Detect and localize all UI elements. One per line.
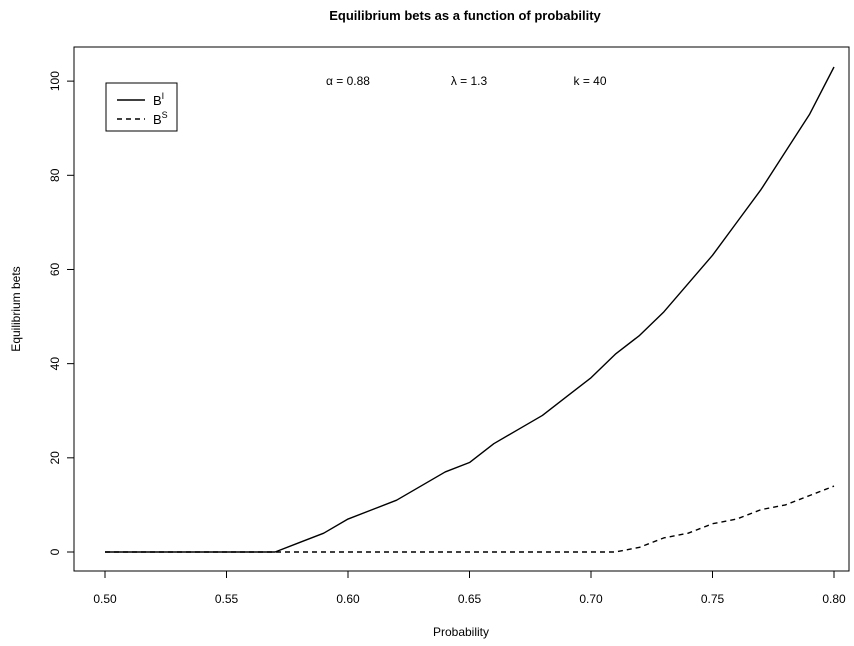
x-tick-label: 0.60 — [336, 592, 360, 606]
alpha-annotation: α = 0.88 — [326, 74, 370, 88]
legend-label-bi-base: B — [153, 93, 162, 108]
chart-title: Equilibrium bets as a function of probab… — [329, 8, 601, 23]
k-annotation: k = 40 — [573, 74, 606, 88]
y-axis-label: Equilibrium bets — [9, 266, 23, 351]
series-line-bi — [105, 66, 835, 553]
legend-box — [105, 82, 178, 132]
y-axis: 0 20 40 60 80 100 — [48, 71, 75, 555]
y-tick-label: 20 — [48, 451, 62, 465]
legend-label-bi-sup: I — [162, 91, 165, 101]
x-tick-label: 0.65 — [458, 592, 482, 606]
x-tick-label: 0.50 — [93, 592, 117, 606]
legend-label-bs-base: B — [153, 112, 162, 127]
lambda-annotation: λ = 1.3 — [451, 74, 488, 88]
x-tick-label: 0.80 — [822, 592, 846, 606]
annotations: α = 0.88 λ = 1.3 k = 40 — [326, 74, 607, 88]
x-axis: 0.50 0.55 0.60 0.65 0.70 0.75 0.80 — [93, 570, 846, 606]
legend-label-bs: BS — [153, 110, 168, 127]
y-tick-label: 0 — [48, 548, 62, 555]
plot-frame — [73, 46, 850, 572]
x-tick-label: 0.75 — [701, 592, 725, 606]
x-tick-label: 0.70 — [579, 592, 603, 606]
y-tick-label: 40 — [48, 357, 62, 371]
legend-label-bs-sup: S — [162, 110, 168, 120]
legend-label-bi: BI — [153, 91, 164, 108]
y-tick-label: 100 — [48, 71, 62, 91]
x-tick-label: 0.55 — [215, 592, 239, 606]
y-tick-label: 60 — [48, 262, 62, 276]
x-axis-label: Probability — [433, 625, 489, 639]
y-tick-label: 80 — [48, 168, 62, 182]
series-line-bs — [105, 485, 835, 553]
legend: BI BS — [105, 82, 178, 132]
series-layer — [105, 66, 835, 553]
